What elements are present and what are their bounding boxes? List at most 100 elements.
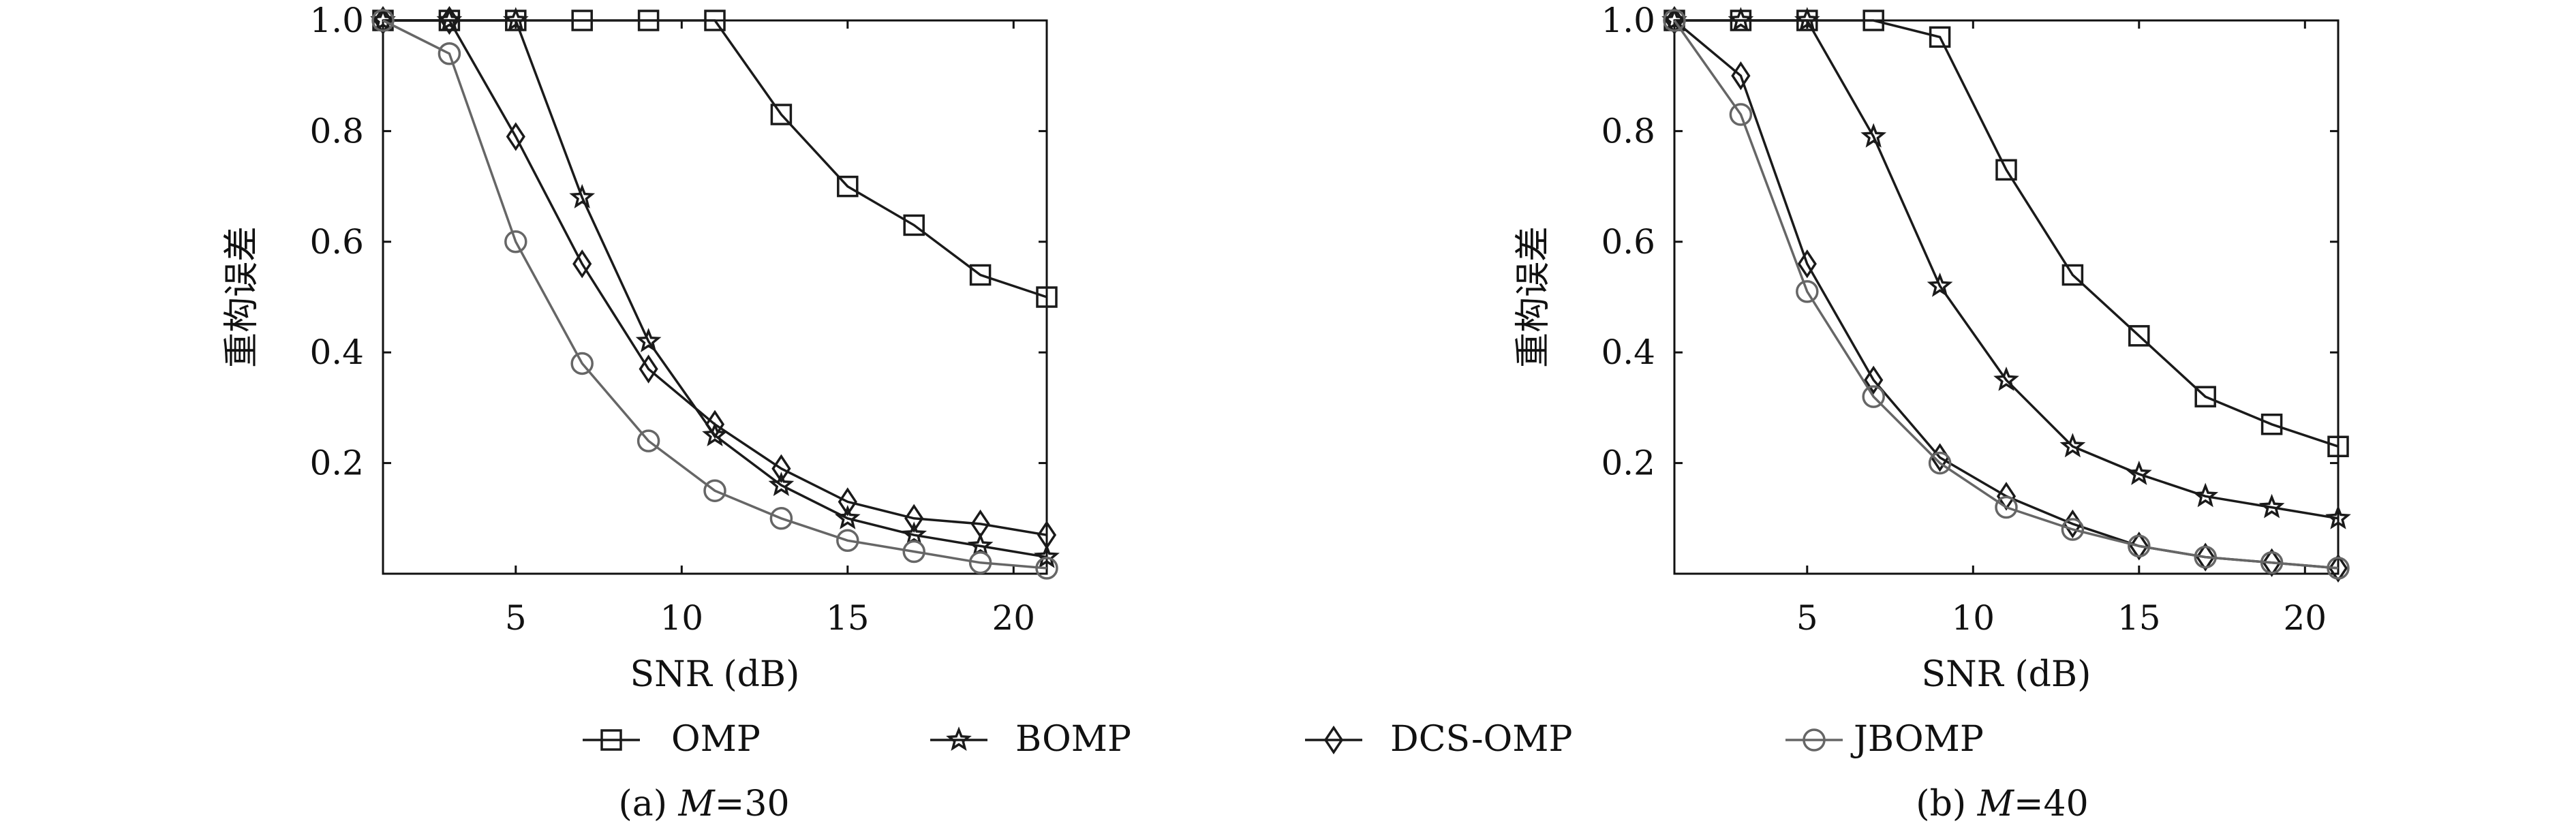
series-omp [1663,10,2349,457]
legend-marker-omp [600,729,622,751]
series-dcs-omp [1664,5,2348,583]
legend-marker-jbomp [1803,728,1826,752]
data-point-jbomp [1035,557,1058,580]
chart-panel-b: 0.2 0.4 0.6 0.8 1.0 5 10 15 20 SNR (dB) 重构误差 [1513,1,2351,695]
series-jbomp [1663,9,2350,580]
caption-b-var: M [1977,784,2015,824]
data-point-dcs-omp [1664,5,1685,35]
caption-a-suffix: =30 [715,784,790,824]
data-point-dcs-omp [572,249,592,279]
data-point-omp [571,10,593,31]
y-tick-label: 1.0 [1601,1,1655,40]
legend-label-bomp: BOMP [1015,719,1131,760]
data-point-bomp [2126,460,2152,485]
data-point-jbomp [1862,385,1885,408]
data-point-omp [1036,286,1058,308]
data-point-jbomp [1663,9,1686,32]
data-point-jbomp [2327,557,2350,580]
y-tick-label: 0.6 [309,222,364,262]
x-tick-label: 5 [505,598,527,638]
data-point-jbomp [703,479,726,502]
series-line-jbomp [382,19,1047,570]
data-point-omp [1929,26,1951,48]
y-axis-label: 重构误差 [221,226,262,368]
legend-marker-dcs-omp [1323,725,1344,755]
legend-label-dcs-omp: DCS-OMP [1390,719,1572,760]
data-point-bomp [2325,505,2351,529]
data-point-omp [2260,414,2283,435]
data-point-bomp [834,505,861,529]
legend-label-jbomp: JBOMP [1850,719,1984,760]
data-point-bomp [1728,7,1754,31]
data-point-bomp [1860,123,1887,148]
data-point-jbomp [504,230,527,253]
data-point-bomp [702,422,728,446]
legend-item-dcs-omp: DCS-OMP [1305,719,1572,760]
plot-frame-b [1673,19,2340,575]
y-tick-label: 0.4 [1601,333,1655,372]
data-point-bomp [967,532,994,557]
series-line-dcs-omp [383,19,1047,536]
data-point-jbomp [371,9,395,32]
series-line-omp [1674,19,2339,448]
data-point-jbomp [438,42,461,65]
y-tick-label: 0.2 [1601,444,1655,483]
caption-b: (b) M=40 [1916,784,2088,824]
data-point-dcs-omp [639,354,658,384]
data-point-jbomp [2260,551,2284,574]
data-point-bomp [901,521,927,546]
data-point-omp [2061,264,2084,286]
y-tick-label: 0.8 [1601,111,1655,151]
caption-b-suffix: =40 [2014,784,2089,824]
x-tick-label: 10 [660,598,703,638]
data-point-omp [704,10,726,31]
x-tick-label: 20 [2283,598,2327,638]
data-point-jbomp [2194,545,2217,569]
data-point-omp [1995,159,2017,181]
data-point-jbomp [902,540,925,563]
y-tick-label: 0.6 [1601,222,1655,262]
data-point-dcs-omp [373,5,393,35]
data-point-jbomp [637,429,660,452]
y-tick-label: 1.0 [309,1,364,40]
data-point-bomp [768,472,795,497]
data-point-dcs-omp [1731,61,1751,91]
legend: OMP BOMP DCS-OMP JBOMP [583,719,1984,760]
legend-marker-bomp [946,726,972,751]
data-point-dcs-omp [904,504,924,533]
y-axis-label: 重构误差 [1513,226,1554,368]
x-axis-label: SNR (dB) [630,654,800,695]
data-point-jbomp [2128,534,2151,558]
data-point-jbomp [1928,451,1952,475]
data-point-omp [2327,435,2349,457]
data-point-dcs-omp [1797,249,1817,279]
data-point-bomp [1993,367,2019,391]
x-tick-label: 15 [2117,598,2161,638]
data-point-bomp [635,328,662,352]
legend-label-omp: OMP [671,719,761,760]
data-point-dcs-omp [970,509,990,539]
series-bomp [370,7,1060,568]
series-bomp [1661,7,2351,529]
data-point-omp [2194,386,2216,407]
data-point-jbomp [570,352,594,375]
data-point-bomp [1927,273,1953,297]
data-point-omp [969,264,992,286]
y-tick-label: 0.2 [309,444,364,483]
data-point-bomp [1034,543,1060,568]
data-point-bomp [569,183,596,208]
series-dcs-omp [373,5,1057,550]
data-point-dcs-omp [2328,553,2348,583]
series-line-omp [383,19,1047,298]
caption-a: (a) M=30 [618,784,789,824]
data-point-jbomp [1796,280,1819,303]
series-jbomp [371,9,1058,580]
data-point-bomp [502,7,529,31]
data-point-omp [903,214,925,236]
data-point-omp [1862,10,1884,31]
data-point-omp [637,10,660,31]
caption-b-prefix: (b) [1916,784,1977,824]
y-tick-label: 0.8 [309,111,364,151]
data-point-jbomp [2061,518,2085,541]
